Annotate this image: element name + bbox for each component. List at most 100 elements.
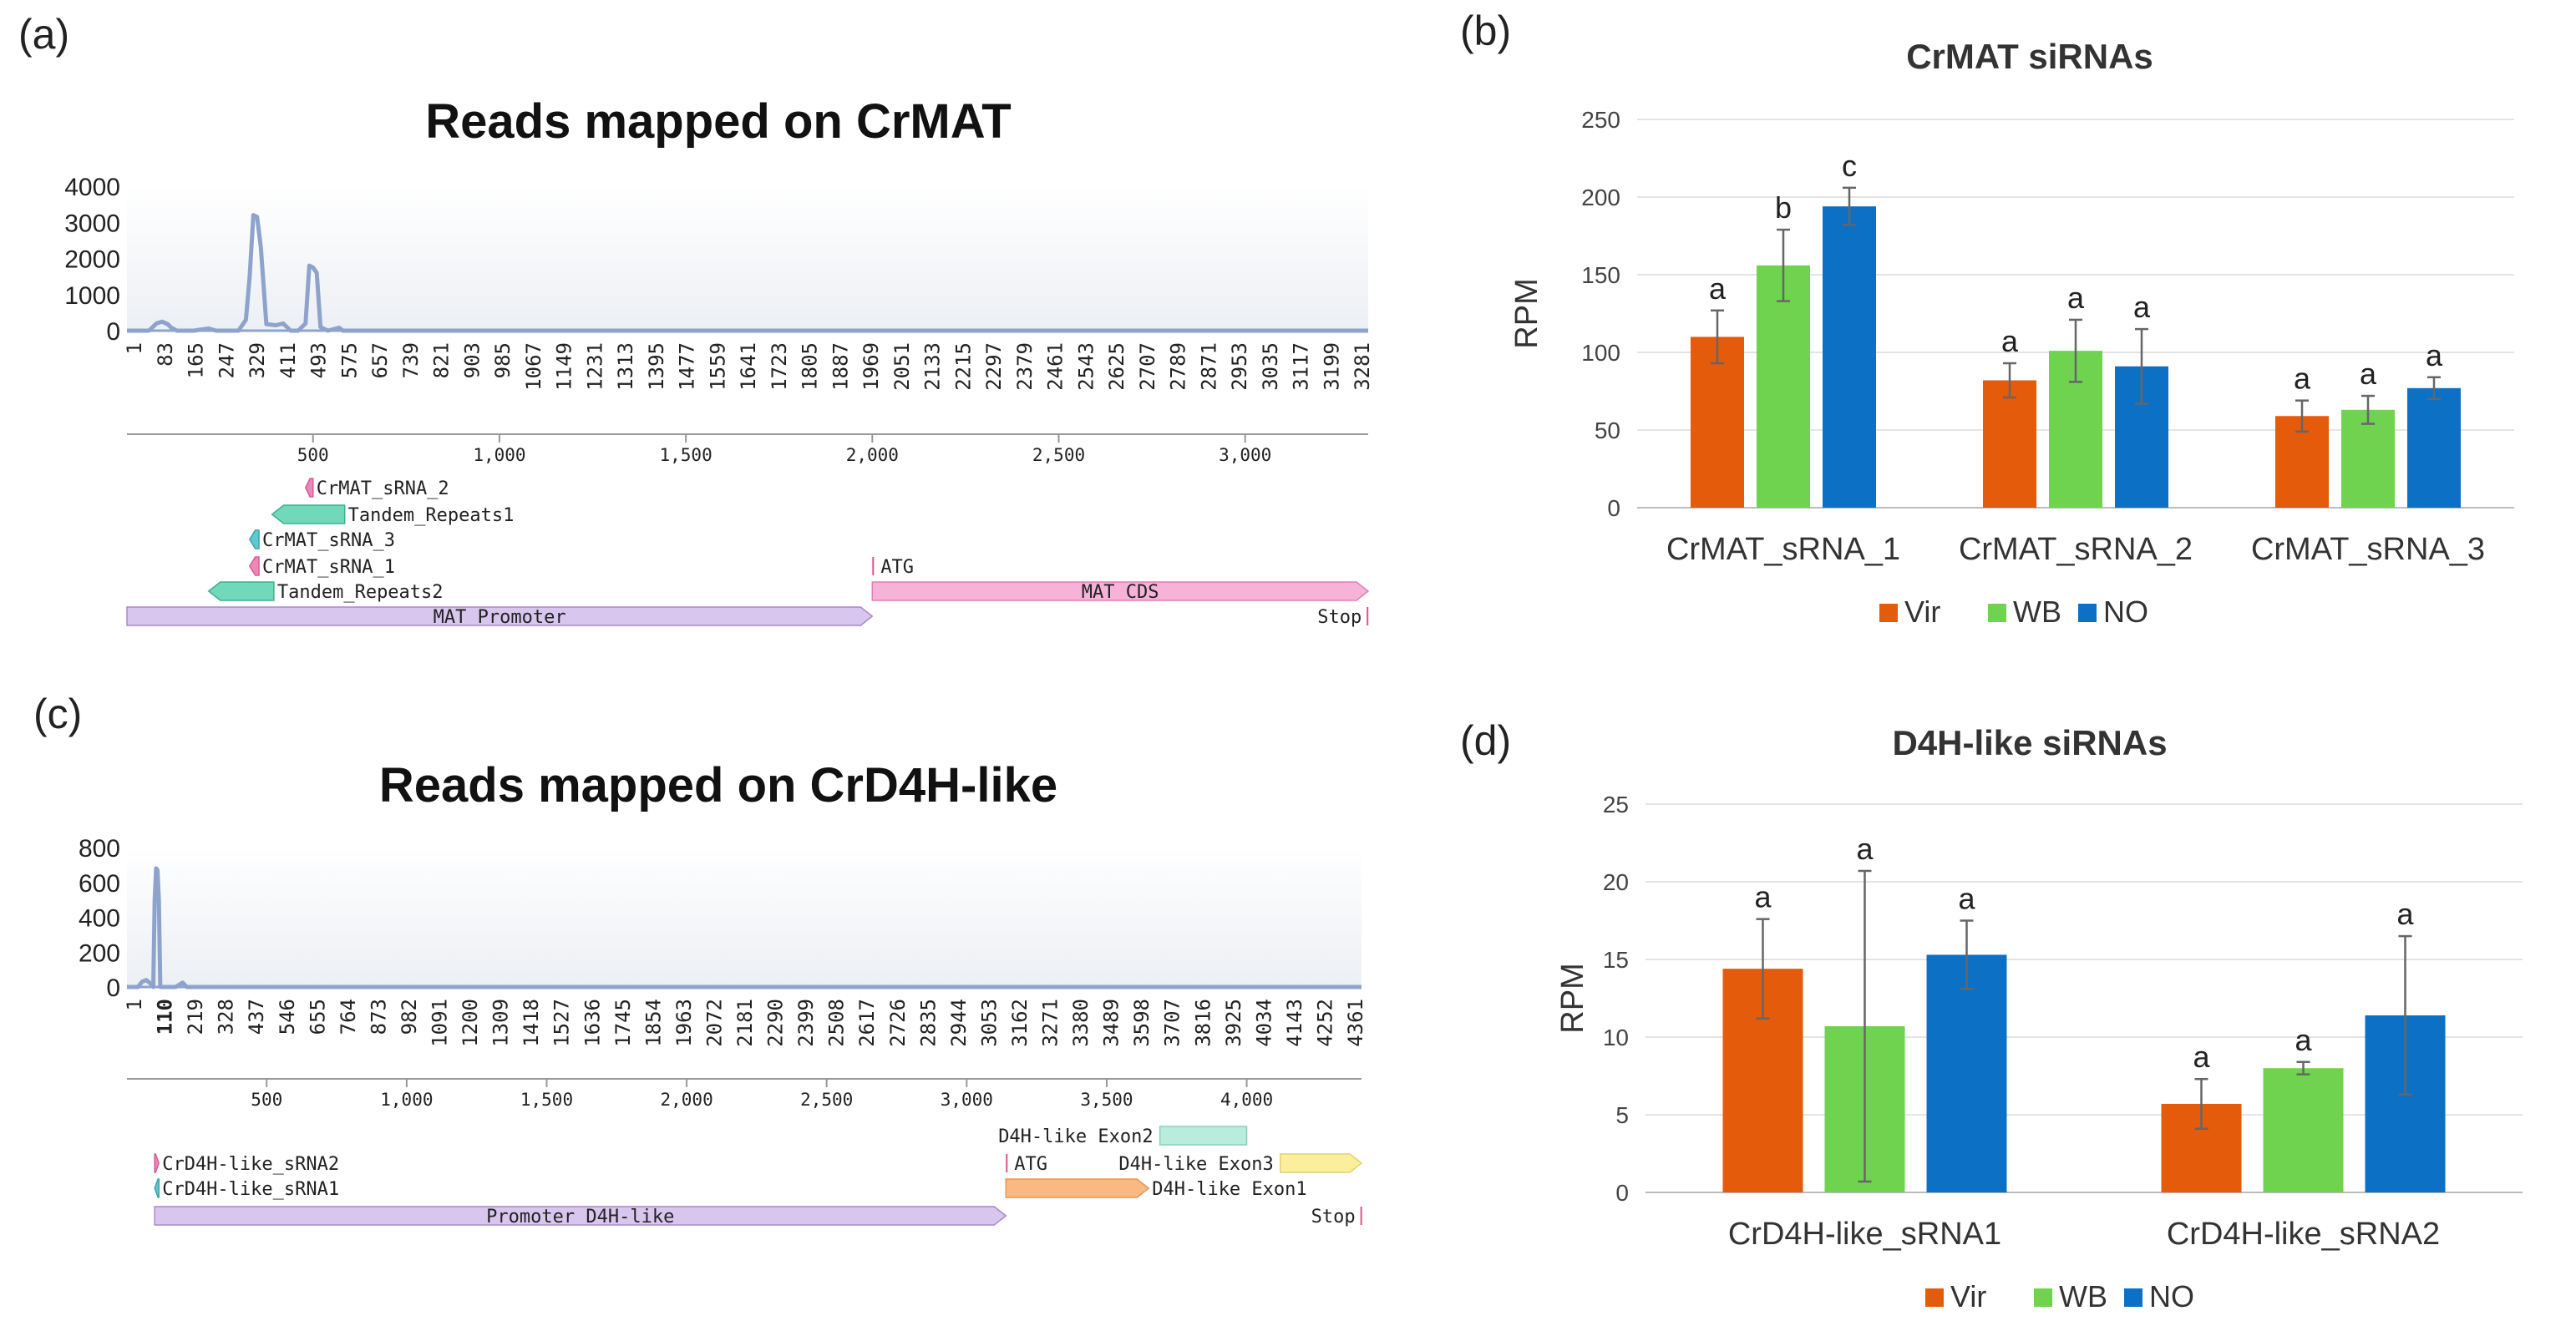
- x-tick-label: 3281: [1351, 342, 1374, 391]
- x-tick-label: 1200: [459, 999, 482, 1047]
- y-tick-label: 150: [1581, 262, 1620, 288]
- y-tick-label: 0: [106, 318, 120, 346]
- legend-label: Vir: [1950, 1279, 1986, 1313]
- chart-title: CrMAT siRNAs: [1906, 37, 2153, 76]
- x-tick-label: 982: [398, 999, 421, 1035]
- x-tick-label: 3816: [1191, 999, 1214, 1047]
- x-tick-label: 2543: [1074, 342, 1098, 391]
- ruler-tick-label: 2,000: [661, 1090, 713, 1110]
- feature-crmat-srna-2-label: CrMAT_sRNA_2: [317, 478, 449, 499]
- bar-no: [1823, 206, 1876, 508]
- x-tick-label: 1723: [768, 342, 791, 391]
- feature-crmat-srna-3-label: CrMAT_sRNA_3: [262, 530, 395, 551]
- feature-crd4h-like-srna1-label: CrD4H-like_sRNA1: [162, 1179, 339, 1200]
- x-tick-label: 3925: [1222, 999, 1245, 1047]
- legend-swatch-wb: [1988, 604, 2006, 622]
- feature-crd4h-like-srna2-label: CrD4H-like_sRNA2: [162, 1154, 339, 1175]
- x-tick-label: 3707: [1161, 999, 1184, 1047]
- significance-letter: c: [1842, 149, 1857, 183]
- coverage-background: [127, 186, 1368, 331]
- significance-letter: a: [1709, 271, 1727, 306]
- x-tick-label: 329: [246, 342, 269, 378]
- x-tick-label: 2215: [951, 342, 975, 391]
- ruler-tick-label: 1,000: [380, 1090, 433, 1110]
- y-tick-label: 0: [1607, 495, 1620, 521]
- x-tick-label: 1: [123, 999, 146, 1010]
- y-tick-label: 200: [79, 939, 120, 967]
- panel-label-b: (b): [1460, 8, 1512, 54]
- y-tick-label: 10: [1603, 1025, 1629, 1050]
- bar-panel-d: D4H-like siRNAs 0 5 10 15 20 25 RPM CrD4H-like_s…: [1555, 723, 2523, 1313]
- x-tick-label: 328: [215, 999, 238, 1035]
- x-tick-label: 83: [154, 342, 177, 367]
- bar-vir: [1691, 337, 1744, 508]
- feature-tandem-repeats2-label: Tandem_Repeats2: [277, 582, 444, 603]
- x-tick-label: 873: [367, 999, 390, 1035]
- significance-letter: a: [2193, 1040, 2210, 1074]
- x-tick-label: 2051: [890, 342, 914, 391]
- x-tick-label: 2379: [1013, 342, 1037, 391]
- feature-crmat-srna-2: [304, 478, 314, 498]
- x-tick-label: 219: [184, 999, 207, 1035]
- category-label: CrMAT_sRNA_1: [1666, 532, 1900, 567]
- feature-stop-label: Stop: [1317, 607, 1362, 628]
- chart-title: D4H-like siRNAs: [1892, 723, 2167, 762]
- feature-mat-cds: [871, 581, 1370, 601]
- significance-letter: a: [2294, 362, 2311, 396]
- feature-stop-label: Stop: [1311, 1207, 1356, 1227]
- feature-d4h-like-exon1-label: D4H-like Exon1: [1152, 1179, 1306, 1200]
- x-tick-label: 1745: [611, 999, 635, 1047]
- feature-d4h-like-exon3-label: D4H-like Exon3: [1118, 1154, 1273, 1175]
- x-tick-label: 1854: [641, 999, 665, 1047]
- x-tick-label: 2726: [886, 999, 910, 1047]
- feature-crd4h-like-srna2: [154, 1153, 160, 1173]
- x-tick-label: 1527: [550, 999, 574, 1047]
- legend-swatch-no: [2124, 1288, 2142, 1307]
- x-tick-label: 3598: [1130, 999, 1154, 1047]
- ruler-tick-label: 1,500: [520, 1090, 573, 1110]
- y-tick-label: 4000: [64, 174, 120, 201]
- x-tick-label: 3199: [1320, 342, 1343, 391]
- x-tick-label: 2707: [1136, 342, 1159, 391]
- x-tick-label: 1149: [553, 342, 576, 391]
- y-tick-label: 1000: [64, 282, 120, 310]
- feature-promoter-d4h-like: [154, 1206, 1007, 1226]
- x-tick-label: 165: [185, 342, 208, 378]
- y-tick-label: 5: [1615, 1102, 1629, 1128]
- feature-tandem-repeats1: [271, 504, 346, 524]
- x-tick-label: 247: [215, 342, 238, 378]
- x-tick-label: 821: [430, 342, 454, 378]
- y-tick-label: 200: [1581, 185, 1620, 210]
- panel-label-d: (d): [1460, 717, 1512, 764]
- chart-title: Reads mapped on CrMAT: [425, 94, 1011, 149]
- bar-wb: [2263, 1068, 2344, 1192]
- x-tick-label: 4034: [1252, 999, 1275, 1047]
- x-tick-label: 437: [245, 999, 268, 1035]
- bar-no: [1926, 954, 2007, 1192]
- x-tick-label: 3271: [1039, 999, 1062, 1047]
- legend-label: Vir: [1904, 595, 1940, 629]
- x-tick-label: 546: [276, 999, 299, 1035]
- x-tick-label: 4143: [1283, 999, 1306, 1047]
- x-tick-label: 1309: [489, 999, 513, 1047]
- x-tick-label: 2953: [1228, 342, 1251, 391]
- significance-letter: b: [1775, 190, 1792, 225]
- y-tick-label: 15: [1603, 947, 1629, 973]
- ruler-tick-label: 500: [297, 445, 329, 465]
- y-tick-label: 20: [1603, 869, 1629, 895]
- x-tick-label: 1969: [860, 342, 883, 391]
- map-panel-c: Reads mapped on CrD4H-like80060040020001…: [79, 758, 1367, 1227]
- x-tick-label: 1641: [737, 342, 760, 391]
- legend-swatch-no: [2078, 604, 2097, 622]
- x-tick-label: 2625: [1105, 342, 1128, 391]
- x-tick-label: 4361: [1344, 999, 1367, 1047]
- x-tick-label: 3162: [1008, 999, 1032, 1047]
- legend-label: NO: [2149, 1279, 2194, 1313]
- bar-wb: [1757, 265, 1810, 508]
- feature-crmat-srna-1-label: CrMAT_sRNA_1: [262, 557, 395, 578]
- significance-letter: a: [2426, 338, 2443, 372]
- chart-title: Reads mapped on CrD4H-like: [379, 758, 1057, 812]
- bar-wb: [2341, 409, 2395, 508]
- x-tick-label: 1231: [583, 342, 606, 391]
- x-tick-label: 575: [337, 342, 361, 378]
